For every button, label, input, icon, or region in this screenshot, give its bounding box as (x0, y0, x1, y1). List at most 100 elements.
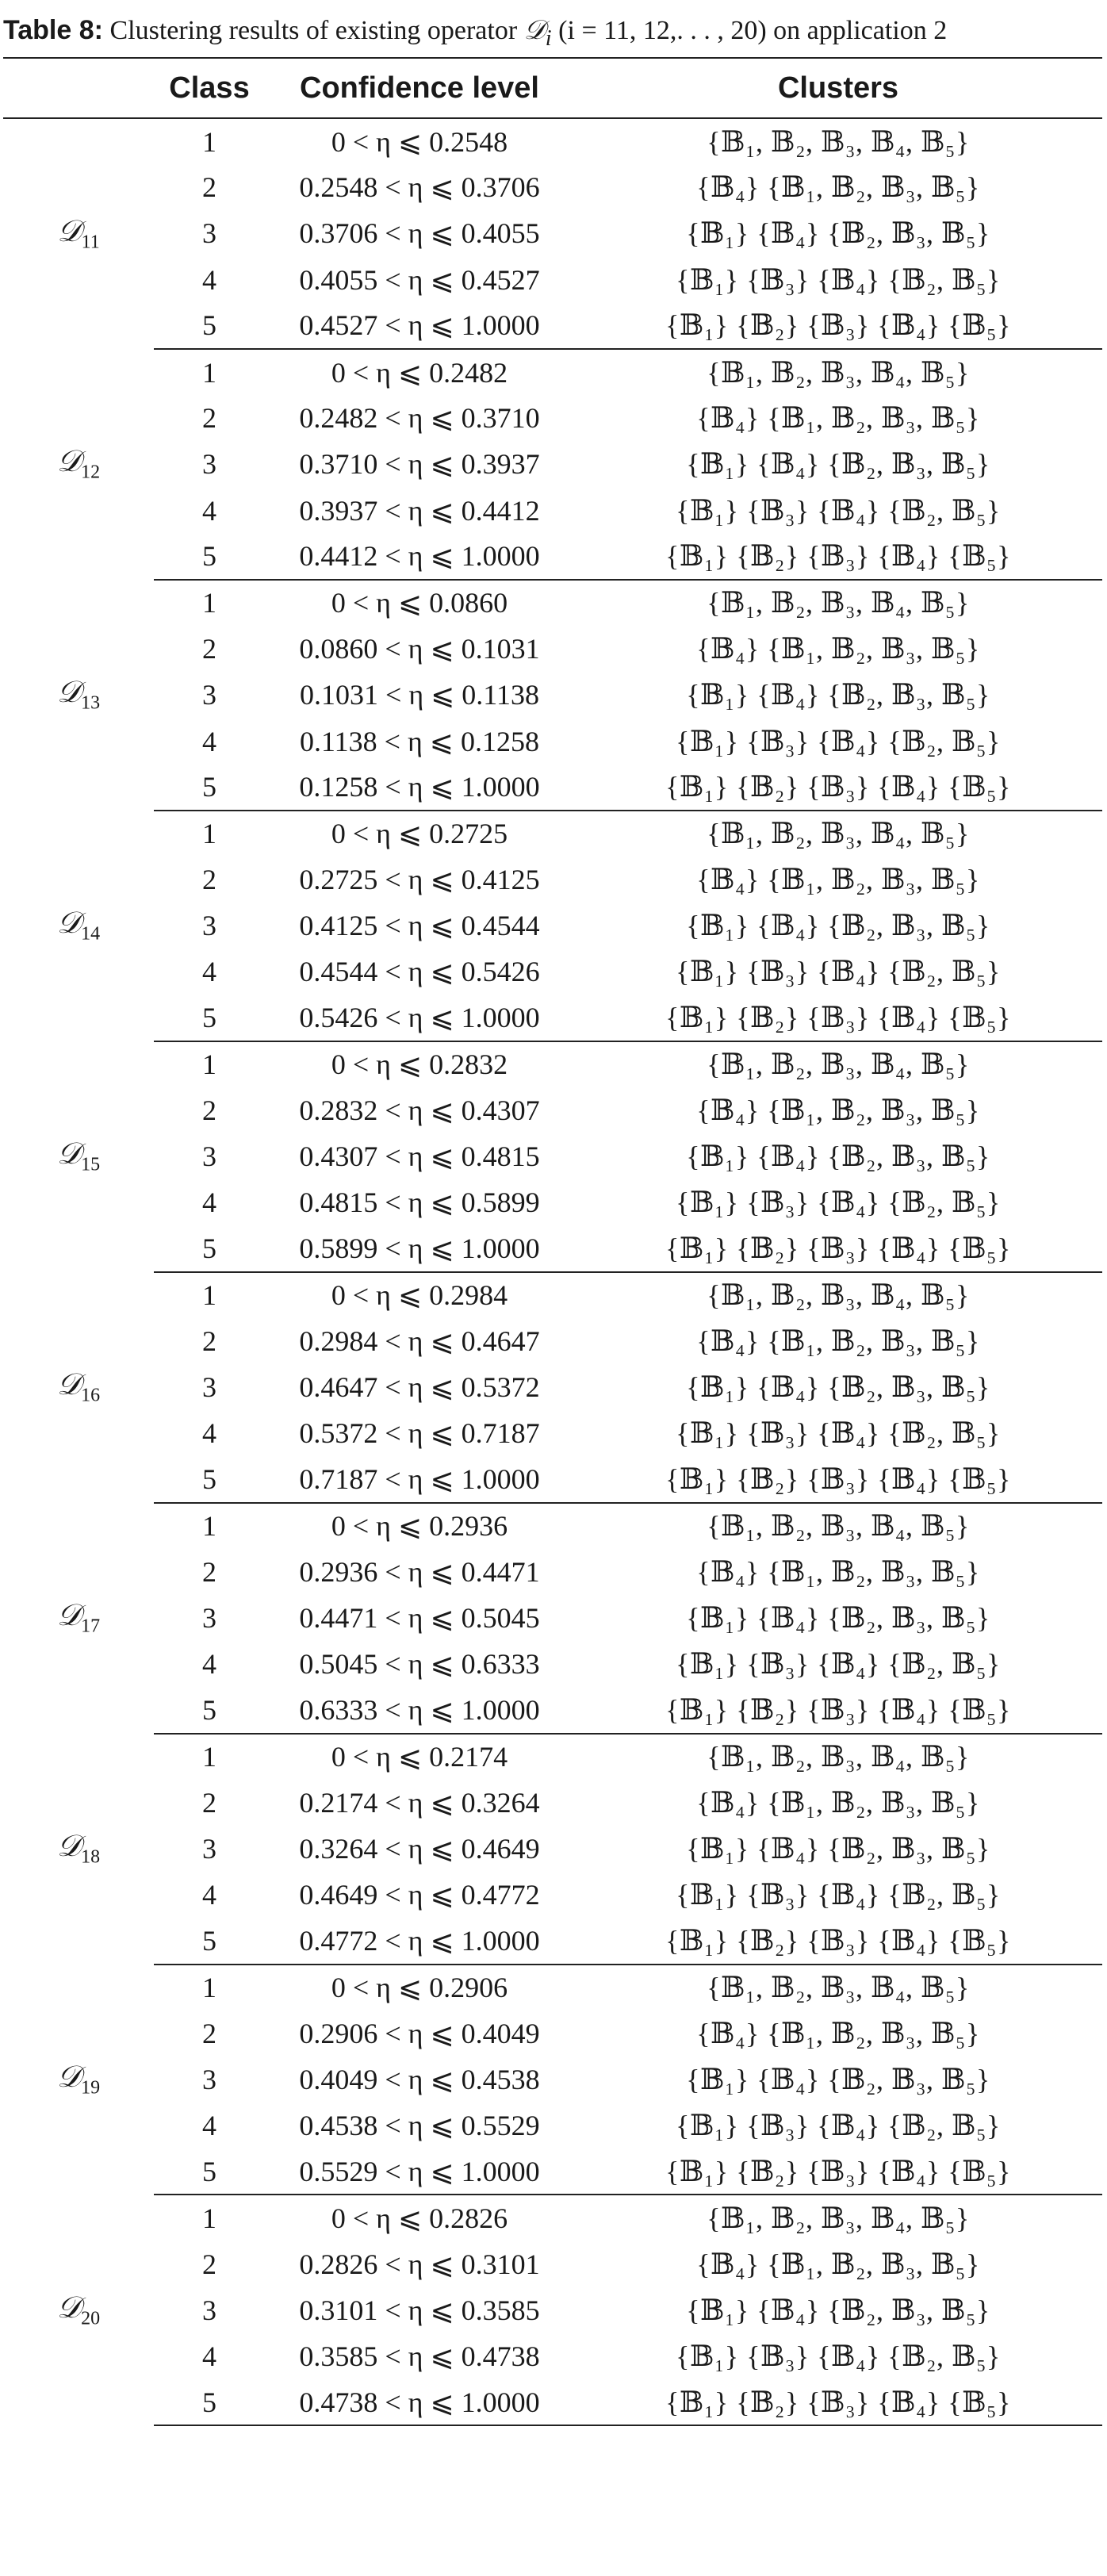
clusters-cell: {𝔹₁} {𝔹₂} {𝔹₃} {𝔹₄} {𝔹₅} (574, 302, 1102, 350)
table-row: 4 0.4815 < η ⩽ 0.5899 {𝔹₁} {𝔹₃} {𝔹₄} {𝔹₂, … (3, 1179, 1102, 1225)
clusters-cell: {𝔹₄} {𝔹₁, 𝔹₂, 𝔹₃, 𝔹₅} (696, 402, 980, 435)
table-row: 3 0.4307 < η ⩽ 0.4815 {𝔹₁} {𝔹₄} {𝔹₂, 𝔹₃, 𝔹… (3, 1133, 1102, 1179)
table-row: 5 0.7187 < η ⩽ 1.0000 {𝔹₁} {𝔹₂} {𝔹₃} {𝔹₄} … (3, 1456, 1102, 1504)
confidence-cell: 0 < η ⩽ 0.2826 (331, 2202, 508, 2235)
confidence-cell: 0.4649 < η ⩽ 0.4772 (299, 1879, 540, 1911)
operator-symbol: 𝒟 (57, 214, 82, 248)
table-header: Class Confidence level Clusters (3, 57, 1102, 119)
clusters-cell: {𝔹₁, 𝔹₂, 𝔹₃, 𝔹₄, 𝔹₅} (707, 125, 970, 158)
header-class: Class (154, 57, 265, 119)
operator-group: 𝒟16 1 0 < η ⩽ 0.2984 {𝔹₁, 𝔹₂, 𝔹₃, 𝔹₄, 𝔹₅} 2 0… (3, 1272, 1102, 1504)
class-cell: 4 (202, 2340, 216, 2373)
caption-operator-index: i (545, 25, 552, 51)
operator-group: 𝒟11 1 0 < η ⩽ 0.2548 {𝔹₁, 𝔹₂, 𝔹₃, 𝔹₄, 𝔹₅} 2 0… (3, 118, 1102, 350)
table-row: 𝒟13 1 0 < η ⩽ 0.0860 {𝔹₁, 𝔹₂, 𝔹₃, 𝔹₄, 𝔹₅} (3, 580, 1102, 712)
class-cell: 4 (202, 263, 216, 296)
operator-group: 𝒟15 1 0 < η ⩽ 0.2832 {𝔹₁, 𝔹₂, 𝔹₃, 𝔹₄, 𝔹₅} 2 0… (3, 1041, 1102, 1273)
class-cell: 1 (202, 356, 216, 389)
class-cell: 4 (202, 1648, 216, 1681)
table-row: 2 0.2548 < η ⩽ 0.3706 {𝔹₄} {𝔹₁, 𝔹₂, 𝔹₃, 𝔹₅… (3, 164, 1102, 210)
confidence-cell: 0.4307 < η ⩽ 0.4815 (299, 1140, 540, 1173)
confidence-cell: 0 < η ⩽ 0.2482 (331, 356, 508, 389)
confidence-cell: 0.4538 < η ⩽ 0.5529 (299, 2110, 540, 2142)
operator-group: 𝒟13 1 0 < η ⩽ 0.0860 {𝔹₁, 𝔹₂, 𝔹₃, 𝔹₄, 𝔹₅} 2 0… (3, 580, 1102, 811)
clusters-cell: {𝔹₁} {𝔹₂} {𝔹₃} {𝔹₄} {𝔹₅} (574, 1225, 1102, 1273)
confidence-cell: 0.3101 < η ⩽ 0.3585 (299, 2294, 540, 2326)
class-cell: 5 (154, 2149, 265, 2196)
class-cell: 5 (154, 1225, 265, 1273)
confidence-cell: 0.2826 < η ⩽ 0.3101 (299, 2248, 540, 2280)
confidence-cell: 0.1138 < η ⩽ 0.1258 (300, 725, 539, 757)
table-row: 4 0.5045 < η ⩽ 0.6333 {𝔹₁} {𝔹₃} {𝔹₄} {𝔹₂, … (3, 1641, 1102, 1687)
confidence-cell: 0.7187 < η ⩽ 1.0000 (265, 1456, 574, 1504)
clusters-cell: {𝔹₁} {𝔹₃} {𝔹₄} {𝔹₂, 𝔹₅} (676, 725, 1001, 757)
table-caption: Table 8: Clustering results of existing … (3, 14, 947, 55)
clusters-cell: {𝔹₁} {𝔹₄} {𝔹₂, 𝔹₃, 𝔹₅} (686, 1371, 990, 1404)
confidence-cell: 0 < η ⩽ 0.2906 (331, 1972, 508, 2004)
clusters-cell: {𝔹₁} {𝔹₄} {𝔹₂, 𝔹₃, 𝔹₅} (686, 2063, 990, 2095)
table-row: 𝒟15 1 0 < η ⩽ 0.2832 {𝔹₁, 𝔹₂, 𝔹₃, 𝔹₄, 𝔹₅} (3, 1041, 1102, 1174)
operator-group: 𝒟12 1 0 < η ⩽ 0.2482 {𝔹₁, 𝔹₂, 𝔹₃, 𝔹₄, 𝔹₅} 2 0… (3, 349, 1102, 581)
caption-label: Table 8: (3, 15, 103, 45)
table-row: 3 0.3101 < η ⩽ 0.3585 {𝔹₁} {𝔹₄} {𝔹₂, 𝔹₃, 𝔹… (3, 2287, 1102, 2333)
table-row: 4 0.1138 < η ⩽ 0.1258 {𝔹₁} {𝔹₃} {𝔹₄} {𝔹₂, … (3, 718, 1102, 764)
clusters-cell: {𝔹₄} {𝔹₁, 𝔹₂, 𝔹₃, 𝔹₅} (696, 2017, 980, 2049)
confidence-cell: 0.4055 < η ⩽ 0.4527 (299, 263, 540, 296)
clusters-cell: {𝔹₁} {𝔹₂} {𝔹₃} {𝔹₄} {𝔹₅} (574, 2379, 1102, 2427)
table-row: 𝒟19 1 0 < η ⩽ 0.2906 {𝔹₁, 𝔹₂, 𝔹₃, 𝔹₄, 𝔹₅} (3, 1965, 1102, 2097)
clusters-cell: {𝔹₁, 𝔹₂, 𝔹₃, 𝔹₄, 𝔹₅} (707, 1279, 970, 1312)
operator-cell: 𝒟13 (3, 580, 154, 811)
clusters-cell: {𝔹₁} {𝔹₂} {𝔹₃} {𝔹₄} {𝔹₅} (574, 1918, 1102, 1965)
table-row: 3 0.4049 < η ⩽ 0.4538 {𝔹₁} {𝔹₄} {𝔹₂, 𝔹₃, 𝔹… (3, 2057, 1102, 2103)
class-cell: 4 (202, 1186, 216, 1219)
confidence-cell: 0.4049 < η ⩽ 0.4538 (299, 2063, 540, 2095)
clusters-cell: {𝔹₄} {𝔹₁, 𝔹₂, 𝔹₃, 𝔹₅} (696, 633, 980, 665)
class-cell: 1 (202, 1048, 216, 1081)
class-cell: 4 (202, 1879, 216, 1911)
operator-symbol: 𝒟 (56, 2290, 82, 2325)
confidence-cell: 0.0860 < η ⩽ 0.1031 (299, 633, 540, 665)
caption-text-before: Clustering results of existing operator (102, 16, 524, 45)
table-row: 4 0.4544 < η ⩽ 0.5426 {𝔹₁} {𝔹₃} {𝔹₄} {𝔹₂, … (3, 949, 1102, 995)
class-cell: 2 (202, 864, 216, 896)
confidence-cell: 0.3585 < η ⩽ 0.4738 (299, 2340, 540, 2373)
class-cell: 1 (202, 1279, 216, 1312)
confidence-cell: 0 < η ⩽ 0.2174 (331, 1741, 508, 1773)
operator-group: 𝒟20 1 0 < η ⩽ 0.2826 {𝔹₁, 𝔹₂, 𝔹₃, 𝔹₄, 𝔹₅} 2 0… (3, 2195, 1102, 2427)
confidence-cell: 0.3937 < η ⩽ 0.4412 (299, 494, 540, 527)
confidence-cell: 0.5426 < η ⩽ 1.0000 (265, 995, 574, 1042)
clusters-cell: {𝔹₁} {𝔹₃} {𝔹₄} {𝔹₂, 𝔹₅} (676, 2110, 1001, 2142)
class-cell: 1 (202, 1510, 216, 1543)
operator-group: 𝒟14 1 0 < η ⩽ 0.2725 {𝔹₁, 𝔹₂, 𝔹₃, 𝔹₄, 𝔹₅} 2 0… (3, 811, 1102, 1042)
class-cell: 1 (202, 125, 216, 158)
clusters-cell: {𝔹₁} {𝔹₃} {𝔹₄} {𝔹₂, 𝔹₅} (676, 1879, 1001, 1911)
clusters-cell: {𝔹₄} {𝔹₁, 𝔹₂, 𝔹₃, 𝔹₅} (696, 2248, 980, 2280)
confidence-cell: 0.4471 < η ⩽ 0.5045 (299, 1602, 540, 1635)
confidence-cell: 0.4412 < η ⩽ 1.0000 (265, 533, 574, 581)
operator-subscript: 15 (81, 1154, 101, 1175)
clusters-cell: {𝔹₁, 𝔹₂, 𝔹₃, 𝔹₄, 𝔹₅} (707, 1048, 970, 1081)
operator-cell: 𝒟15 (3, 1041, 154, 1272)
confidence-cell: 0.3710 < η ⩽ 0.3937 (299, 448, 540, 481)
table-row: 3 0.3710 < η ⩽ 0.3937 {𝔹₁} {𝔹₄} {𝔹₂, 𝔹₃, 𝔹… (3, 441, 1102, 487)
class-cell: 1 (202, 818, 216, 850)
operator-subscript: 11 (81, 232, 100, 253)
class-cell: 2 (202, 1324, 216, 1357)
caption-operator-symbol: 𝒟 (523, 16, 546, 45)
confidence-cell: 0.5529 < η ⩽ 1.0000 (265, 2149, 574, 2196)
clusters-cell: {𝔹₁} {𝔹₄} {𝔹₂, 𝔹₃, 𝔹₅} (686, 217, 990, 250)
clusters-cell: {𝔹₁} {𝔹₄} {𝔹₂, 𝔹₃, 𝔹₅} (686, 1140, 990, 1173)
confidence-cell: 0.4527 < η ⩽ 1.0000 (265, 302, 574, 350)
table-row: 3 0.1031 < η ⩽ 0.1138 {𝔹₁} {𝔹₄} {𝔹₂, 𝔹₃, 𝔹… (3, 672, 1102, 718)
clusters-cell: {𝔹₁} {𝔹₃} {𝔹₄} {𝔹₂, 𝔹₅} (676, 1186, 1001, 1219)
clusters-cell: {𝔹₁} {𝔹₃} {𝔹₄} {𝔹₂, 𝔹₅} (676, 2340, 1001, 2373)
clusters-cell: {𝔹₁, 𝔹₂, 𝔹₃, 𝔹₄, 𝔹₅} (707, 587, 970, 619)
header-clusters: Clusters (574, 57, 1102, 119)
clusters-cell: {𝔹₁, 𝔹₂, 𝔹₃, 𝔹₄, 𝔹₅} (707, 1972, 970, 2004)
class-cell: 5 (154, 1918, 265, 1965)
clusters-cell: {𝔹₁} {𝔹₂} {𝔹₃} {𝔹₄} {𝔹₅} (574, 1456, 1102, 1504)
table-row: 2 0.2832 < η ⩽ 0.4307 {𝔹₄} {𝔹₁, 𝔹₂, 𝔹₃, 𝔹₅… (3, 1087, 1102, 1133)
operator-symbol: 𝒟 (56, 1598, 82, 1632)
table-row: 5 0.4738 < η ⩽ 1.0000 {𝔹₁} {𝔹₂} {𝔹₃} {𝔹₄} … (3, 2379, 1102, 2427)
